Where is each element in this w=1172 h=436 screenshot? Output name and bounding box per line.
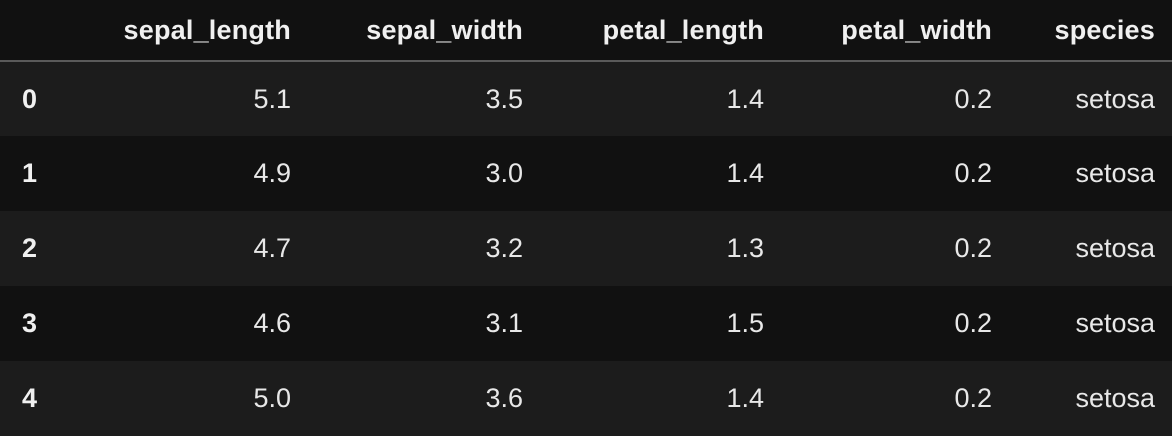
column-header-petal-width: petal_width bbox=[781, 0, 1009, 62]
cell-petal-width: 0.2 bbox=[954, 83, 992, 114]
column-header-species: species bbox=[1009, 0, 1172, 62]
cell-sepal-width: 3.0 bbox=[485, 158, 523, 188]
column-header-sepal-width: sepal_width bbox=[308, 0, 540, 62]
table-row: 4 5.0 3.6 1.4 0.2 setosa bbox=[0, 361, 1172, 436]
cell-petal-width: 0.2 bbox=[954, 308, 992, 338]
header-row: sepal_length sepal_width petal_length pe… bbox=[0, 0, 1172, 62]
index-header bbox=[0, 0, 62, 62]
table-row: 2 4.7 3.2 1.3 0.2 setosa bbox=[0, 211, 1172, 286]
cell-petal-width: 0.2 bbox=[954, 233, 992, 263]
table-header: sepal_length sepal_width petal_length pe… bbox=[0, 0, 1172, 62]
cell-petal-length: 1.4 bbox=[726, 83, 764, 114]
cell-species: setosa bbox=[1075, 158, 1155, 188]
cell-petal-length: 1.4 bbox=[726, 383, 764, 413]
cell-sepal-length: 4.6 bbox=[253, 308, 291, 338]
table-row: 0 5.1 3.5 1.4 0.2 setosa bbox=[0, 61, 1172, 136]
row-index: 4 bbox=[22, 383, 38, 413]
cell-sepal-length: 5.1 bbox=[253, 83, 291, 114]
cell-petal-width: 0.2 bbox=[954, 158, 992, 188]
cell-sepal-width: 3.5 bbox=[485, 83, 523, 114]
table-body: 0 5.1 3.5 1.4 0.2 setosa 1 4.9 3.0 1.4 0… bbox=[0, 61, 1172, 436]
table-row: 1 4.9 3.0 1.4 0.2 setosa bbox=[0, 136, 1172, 211]
cell-species: setosa bbox=[1075, 83, 1155, 114]
row-index: 2 bbox=[22, 233, 38, 263]
row-index: 0 bbox=[22, 83, 38, 114]
cell-sepal-length: 5.0 bbox=[253, 383, 291, 413]
column-header-sepal-length: sepal_length bbox=[62, 0, 308, 62]
cell-sepal-width: 3.1 bbox=[485, 308, 523, 338]
row-index: 3 bbox=[22, 308, 38, 338]
cell-sepal-width: 3.6 bbox=[485, 383, 523, 413]
row-index: 1 bbox=[22, 158, 38, 188]
column-header-petal-length: petal_length bbox=[540, 0, 781, 62]
cell-petal-length: 1.4 bbox=[726, 158, 764, 188]
cell-petal-length: 1.5 bbox=[726, 308, 764, 338]
cell-species: setosa bbox=[1075, 308, 1155, 338]
cell-sepal-width: 3.2 bbox=[485, 233, 523, 263]
cell-species: setosa bbox=[1075, 383, 1155, 413]
cell-sepal-length: 4.7 bbox=[253, 233, 291, 263]
cell-petal-width: 0.2 bbox=[954, 383, 992, 413]
cell-species: setosa bbox=[1075, 233, 1155, 263]
table-row: 3 4.6 3.1 1.5 0.2 setosa bbox=[0, 286, 1172, 361]
cell-sepal-length: 4.9 bbox=[253, 158, 291, 188]
cell-petal-length: 1.3 bbox=[726, 233, 764, 263]
